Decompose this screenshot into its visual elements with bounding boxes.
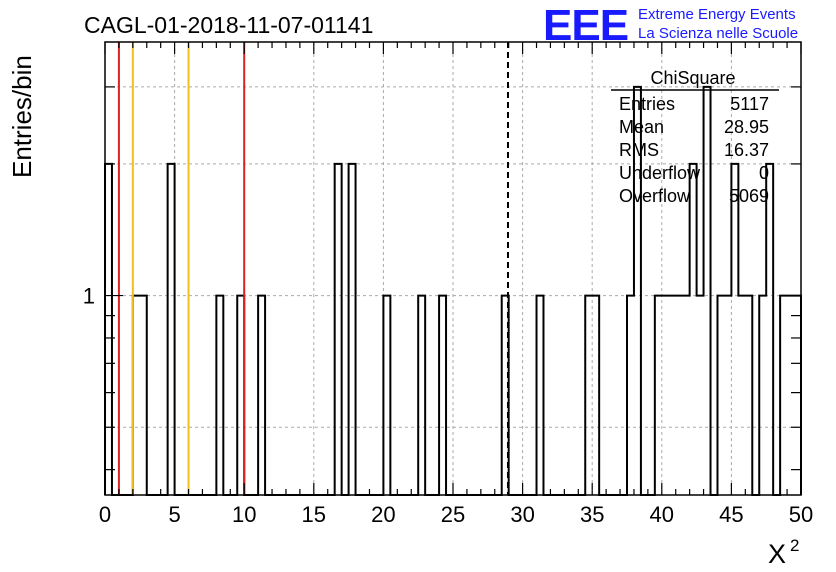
histogram-bin [237,296,244,495]
histogram-bin [105,164,112,495]
x-tick-label: 50 [789,502,813,527]
x-axis-label: X 2 [768,536,799,569]
histogram-bin [690,164,697,495]
y-axis-label: Entries/bin [7,55,37,178]
histogram-bin [383,296,390,495]
logo-line2: La Scienza nelle Scuole [638,25,798,42]
histogram-bin [704,87,711,495]
stats-value-mean: 28.95 [724,117,769,137]
x-tick-label: 45 [719,502,743,527]
histogram-bin [724,296,731,495]
stats-value-rms: 16.37 [724,140,769,160]
marker-lines [117,42,509,495]
stats-label-overflow: Overflow [619,186,691,206]
histogram-bin [216,296,223,495]
stats-value-underflow: 0 [759,163,769,183]
histogram-bin [738,296,745,495]
x-tick-label: 20 [371,502,395,527]
stats-box-title: ChiSquare [650,68,735,88]
histogram-bin [335,164,342,495]
histogram-bin [780,296,787,495]
histogram-bin [683,296,690,495]
histogram-bin [349,164,356,495]
histogram-bin [133,296,140,495]
x-tick-label: 30 [510,502,534,527]
histogram-bin [731,164,738,495]
y-tick-label: 1 [83,284,95,309]
x-tick-label: 40 [650,502,674,527]
histogram-bin [168,164,175,495]
histogram-bin [787,296,794,495]
histogram-bin [662,296,669,495]
histogram-bin [418,296,425,495]
histogram-bin [627,296,634,495]
histogram-bin [537,296,544,495]
histogram-bin [697,296,704,495]
x-tick-label: 15 [302,502,326,527]
stats-label-underflow: Underflow [619,163,701,183]
histogram-bin [258,296,265,495]
logo-line1: Extreme Energy Events [638,6,796,23]
histogram-bin [766,164,773,495]
histogram-bin [669,296,676,495]
stats-label-mean: Mean [619,117,664,137]
stats-label-rms: RMS [619,140,659,160]
stats-value-entries: 5117 [730,94,769,114]
stats-box: ChiSquare Entries 5117 Mean 28.95 RMS 16… [611,68,779,206]
x-axis-label-main: X [768,539,786,569]
histogram-bin [717,296,724,495]
x-tick-label: 25 [441,502,465,527]
x-tick-label: 10 [232,502,256,527]
x-tick-label: 0 [99,502,111,527]
eee-logo: EEE Extreme Energy Events La Scienza nel… [543,1,798,50]
stats-value-overflow: 5069 [729,186,769,206]
histogram-bin [759,296,766,495]
y-axis-ticks: 1 [83,86,801,471]
histogram-bin [794,296,801,495]
histogram-bin [585,296,592,495]
histogram-bin [592,296,599,495]
x-axis-label-sup: 2 [790,536,799,555]
histogram-bin [655,296,662,495]
histogram-bin [745,296,752,495]
x-axis-ticks: 0 5 10 15 20 25 30 35 40 45 50 [99,42,813,527]
x-tick-label: 5 [168,502,180,527]
histogram-bin [140,296,147,495]
histogram-bin [676,296,683,495]
histogram-bin [439,296,446,495]
stats-label-entries: Entries [619,94,675,114]
chart-title: CAGL-01-2018-11-07-01141 [84,12,373,38]
x-tick-label: 35 [580,502,604,527]
